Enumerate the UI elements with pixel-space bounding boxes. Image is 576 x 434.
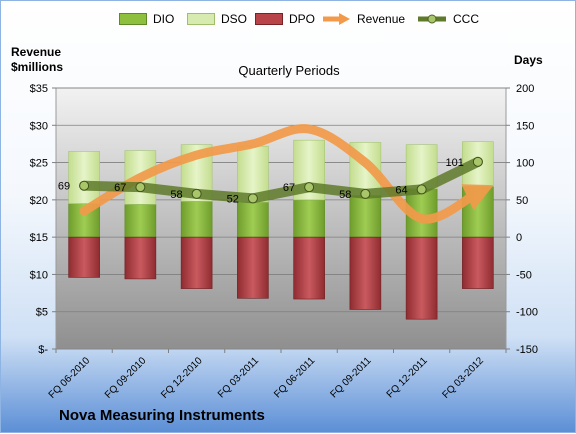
ccc-marker <box>416 184 427 195</box>
dpo-bar <box>405 236 438 320</box>
left-axis-tick-label: $35 <box>30 83 48 95</box>
right-axis-tick-label: 100 <box>516 158 534 170</box>
right-axis-tick-label: 200 <box>516 83 534 95</box>
ccc-marker <box>79 180 90 191</box>
dio-bar <box>180 201 213 238</box>
ccc-data-label: 58 <box>170 189 182 201</box>
dio-bar <box>293 199 325 238</box>
company-name: Nova Measuring Instruments <box>59 407 265 424</box>
ccc-marker <box>304 182 315 193</box>
ccc-data-label: 58 <box>339 189 351 201</box>
right-axis-tick-label: 150 <box>516 120 534 132</box>
right-axis-tick-label: -100 <box>516 307 538 319</box>
x-axis-category-label: FQ 12-2010 <box>159 355 205 401</box>
ccc-data-label: 67 <box>114 182 126 194</box>
x-axis-category-label: FQ 06-2010 <box>47 355 93 401</box>
legend: DIO DSO DPO Revenue CCC <box>1 9 576 31</box>
ccc-line <box>79 156 483 204</box>
ccc-data-label: 52 <box>227 193 239 205</box>
dpo-bar <box>237 236 269 299</box>
x-axis-category-label: FQ 06-2011 <box>272 355 317 400</box>
legend-label-ccc: CCC <box>453 12 479 26</box>
legend-item-ccc: CCC <box>417 9 479 29</box>
chart-title: Quarterly Periods <box>238 63 340 78</box>
left-axis-tick-label: $30 <box>30 120 48 132</box>
ccc-marker <box>135 182 146 193</box>
dso-bar <box>68 151 100 204</box>
left-axis-tick-label: $25 <box>30 158 48 170</box>
x-axis-category-label: FQ 03-2011 <box>216 355 261 400</box>
dpo-bar <box>293 236 325 300</box>
legend-item-dio: DIO <box>119 9 174 29</box>
left-axis-tick-label: $5 <box>36 307 48 319</box>
legend-swatch-dpo <box>255 13 283 25</box>
right-axis-tick-label: 0 <box>516 232 522 244</box>
x-axis-category-label: FQ 09-2011 <box>329 355 374 400</box>
legend-item-dso: DSO <box>187 9 247 29</box>
left-axis-caption-line2: $millions <box>11 60 64 74</box>
legend-label-revenue: Revenue <box>357 12 406 26</box>
left-axis-caption-line1: Revenue <box>11 45 62 59</box>
dpo-bar <box>68 236 100 278</box>
ccc-data-label: 64 <box>395 184 407 196</box>
left-axis-caption: Revenue $millions <box>11 45 63 75</box>
legend-arrow-icon <box>323 13 350 25</box>
legend-label-dio: DIO <box>153 12 175 26</box>
dio-bar <box>349 195 382 238</box>
right-axis-caption: Days <box>514 53 543 67</box>
dpo-bar <box>180 236 213 289</box>
dpo-bar <box>124 236 157 280</box>
legend-label-dso: DSO <box>221 12 248 26</box>
dio-bar <box>237 201 269 238</box>
ccc-data-label: 101 <box>446 157 464 169</box>
left-axis-tick-label: $10 <box>30 269 48 281</box>
legend-item-revenue: Revenue <box>321 9 405 29</box>
ccc-marker <box>247 193 258 204</box>
revenue-line <box>79 124 494 224</box>
dpo-bar <box>462 236 494 289</box>
ccc-marker <box>472 156 483 167</box>
dio-bar <box>124 204 157 238</box>
ccc-data-label: 67 <box>283 182 295 194</box>
left-axis-tick-label: $- <box>38 344 48 356</box>
ccc-marker <box>360 188 371 199</box>
right-axis-tick-label: 50 <box>516 195 528 207</box>
legend-label-dpo: DPO <box>289 12 316 26</box>
x-axis-category-label: FQ 12-2011 <box>385 355 430 400</box>
left-axis-tick-label: $15 <box>30 232 48 244</box>
dpo-bar <box>349 236 382 310</box>
legend-line-marker-icon <box>418 14 446 24</box>
right-axis-tick-label: -50 <box>516 269 532 281</box>
x-axis-category-label: FQ 03-2012 <box>440 355 486 401</box>
x-axis-category-label: FQ 09-2010 <box>103 355 149 401</box>
left-axis-tick-label: $20 <box>30 195 48 207</box>
right-axis-tick-label: -150 <box>516 344 538 356</box>
legend-item-dpo: DPO <box>255 9 315 29</box>
ccc-marker <box>191 188 202 199</box>
ccc-data-label: 69 <box>58 181 70 193</box>
legend-swatch-dio <box>119 13 147 25</box>
legend-swatch-dso <box>187 13 215 25</box>
